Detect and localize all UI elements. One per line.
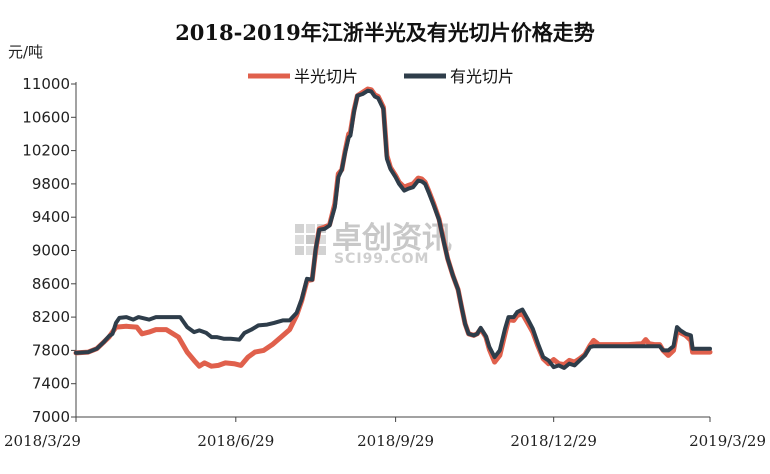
series-line-bright (74, 88, 712, 370)
y-axis-ticks: 7000 7400 7800 8200 8600 9000 9400 9800 10200 106… (22, 75, 76, 426)
x-tick-label: 2018/3/29 (4, 432, 81, 450)
chart-title: 2018-2019年江浙半光及有光切片价格走势 (175, 20, 595, 45)
legend: 半光切片 有光切片 (248, 67, 514, 86)
x-tick-label: 2018/9/29 (357, 432, 434, 450)
watermark-cn: 卓创资讯 (332, 221, 452, 256)
legend-label-bright: 有光切片 (450, 67, 514, 86)
y-tick-label: 10600 (22, 108, 70, 126)
y-tick-label: 10200 (22, 142, 70, 160)
x-tick-label: 2019/3/29 (689, 432, 766, 450)
y-tick-label: 7000 (32, 408, 70, 426)
y-axis-unit-label: 元/吨 (8, 43, 43, 61)
series-lines (73, 86, 713, 370)
x-axis-ticks: 2018/3/29 2018/6/29 2018/9/29 2018/12/29 201… (4, 417, 766, 450)
x-tick-label: 2018/12/29 (510, 432, 596, 450)
y-tick-label: 9400 (32, 208, 70, 226)
y-tick-label: 7400 (32, 375, 70, 393)
axes (75, 82, 710, 418)
watermark-en: SCI99.COM (334, 251, 429, 267)
y-tick-label: 9800 (32, 175, 70, 193)
y-tick-label: 8600 (32, 275, 70, 293)
legend-label-semi-dull: 半光切片 (294, 67, 358, 86)
x-tick-label: 2018/6/29 (197, 432, 274, 450)
y-tick-label: 11000 (22, 75, 70, 93)
y-tick-label: 8200 (32, 308, 70, 326)
y-tick-label: 9000 (32, 242, 70, 260)
y-tick-label: 7800 (32, 341, 70, 359)
watermark: 卓创资讯 SCI99.COM (295, 221, 452, 267)
